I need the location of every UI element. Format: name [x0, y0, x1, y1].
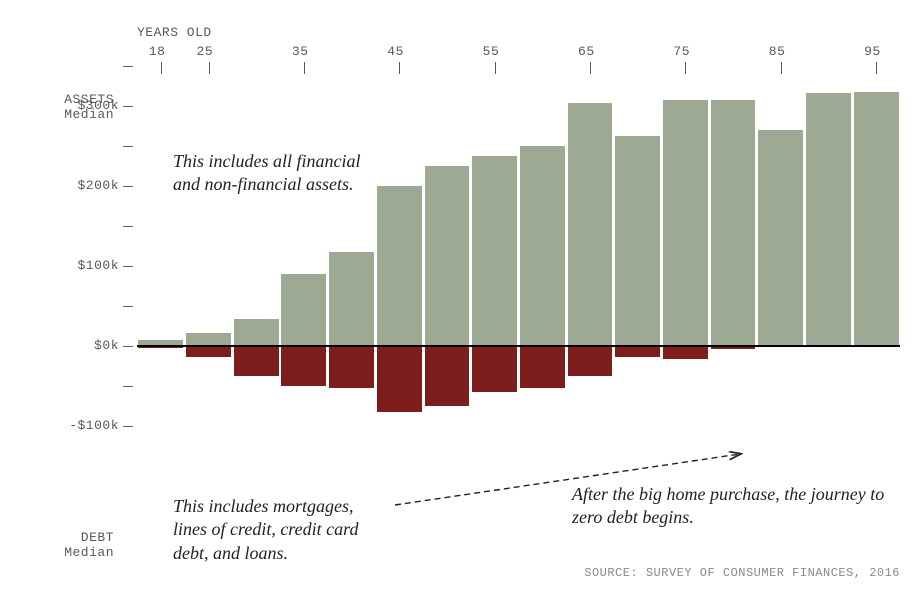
x-tick-mark: [876, 62, 877, 74]
y-tick-dash: [123, 266, 133, 267]
debt-bar: [234, 346, 279, 376]
x-tick-mark: [781, 62, 782, 74]
debt-bar: [568, 346, 613, 376]
x-tick-mark: [590, 62, 591, 74]
asset-bar: [329, 252, 374, 346]
assets-median-label: Median: [64, 107, 114, 122]
x-tick-label: 75: [673, 44, 690, 59]
debt-axis-label: DEBT Median: [32, 530, 114, 560]
chart-stage: YEARS OLD 18 25 35 45 55 65 75 85 95 -$100k $0k $1…: [0, 0, 920, 610]
debt-bar: [425, 346, 470, 406]
x-tick-label: 45: [387, 44, 404, 59]
x-tick-label: 35: [292, 44, 309, 59]
debt-bar: [520, 346, 565, 388]
debt-bar: [472, 346, 517, 392]
asset-bar: [615, 136, 660, 346]
y-tick-dash: [123, 226, 133, 227]
y-tick-label: -$100k: [69, 418, 119, 433]
y-tick-label: $200k: [77, 178, 119, 193]
x-tick-mark: [161, 62, 162, 74]
arrow-annotation: After the big home purchase, the journey…: [572, 483, 892, 530]
asset-bar: [711, 100, 756, 346]
debt-median-label: Median: [64, 545, 114, 560]
y-tick-dash: [123, 346, 133, 347]
x-tick-mark: [685, 62, 686, 74]
asset-bar: [520, 146, 565, 346]
debt-bar: [663, 346, 708, 359]
asset-bar: [472, 156, 517, 346]
asset-bar: [281, 274, 326, 346]
asset-bar: [568, 103, 613, 346]
source-label: SOURCE: SURVEY OF CONSUMER FINANCES, 201…: [584, 566, 900, 580]
debt-bar: [329, 346, 374, 388]
x-axis-title: YEARS OLD: [137, 25, 212, 40]
x-tick-mark: [304, 62, 305, 74]
debt-annotation: This includes mortgages, lines of credit…: [173, 495, 383, 565]
x-tick-mark: [495, 62, 496, 74]
y-tick-dash: [123, 106, 133, 107]
assets-label: ASSETS: [64, 92, 114, 107]
asset-bar: [425, 166, 470, 346]
assets-axis-label: ASSETS Median: [32, 92, 114, 122]
debt-bar: [281, 346, 326, 386]
x-tick-mark: [399, 62, 400, 74]
x-tick-label: 25: [197, 44, 214, 59]
y-tick-dash: [123, 306, 133, 307]
y-tick-dash: [123, 186, 133, 187]
debt-label: DEBT: [81, 530, 114, 545]
asset-bar: [377, 186, 422, 346]
x-tick-label: 85: [769, 44, 786, 59]
x-tick-label: 95: [864, 44, 881, 59]
y-tick-dash: [123, 426, 133, 427]
asset-bar: [806, 93, 851, 346]
y-tick-label: $0k: [94, 338, 119, 353]
y-tick-dash: [123, 146, 133, 147]
x-tick-mark: [209, 62, 210, 74]
debt-bar: [615, 346, 660, 357]
x-tick-label: 18: [149, 44, 166, 59]
asset-bar: [234, 319, 279, 346]
baseline-zero: [137, 345, 900, 347]
asset-bar: [758, 130, 803, 346]
y-tick-dash: [123, 386, 133, 387]
debt-bar: [377, 346, 422, 412]
debt-bar: [186, 346, 231, 357]
assets-annotation: This includes all financial and non-fina…: [173, 150, 373, 197]
asset-bar: [854, 92, 899, 346]
y-tick-label: $100k: [77, 258, 119, 273]
y-tick-dash: [123, 66, 133, 67]
asset-bar: [663, 100, 708, 346]
x-tick-label: 55: [483, 44, 500, 59]
x-tick-label: 65: [578, 44, 595, 59]
